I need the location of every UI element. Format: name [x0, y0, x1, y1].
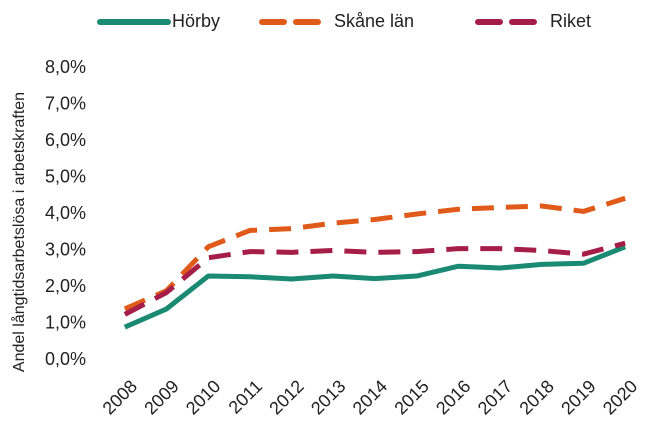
y-tick-label: 1,0%: [45, 312, 86, 332]
y-tick-label: 2,0%: [45, 276, 86, 296]
y-tick-label: 0,0%: [45, 349, 86, 369]
x-tick-label: 2009: [140, 376, 182, 418]
series-line: [123, 195, 626, 312]
y-tick-label: 6,0%: [45, 130, 86, 150]
x-tick-label: 2012: [265, 376, 307, 418]
x-tick-label: 2019: [557, 376, 599, 418]
legend-label: Riket: [550, 11, 591, 31]
y-tick-label: 4,0%: [45, 203, 86, 223]
series-line: [123, 244, 627, 330]
y-axis-label: Andel långtidsarbetslösa i arbetskraften: [10, 92, 28, 372]
x-tick-label: 2015: [390, 376, 432, 418]
x-tick-label: 2016: [432, 376, 474, 418]
x-tick-label: 2013: [307, 376, 349, 418]
x-tick-label: 2008: [99, 376, 141, 418]
y-tick-label: 5,0%: [45, 166, 86, 186]
x-tick-label: 2020: [599, 376, 641, 418]
legend-label: Hörby: [172, 11, 220, 31]
y-tick-label: 3,0%: [45, 239, 86, 259]
x-tick-label: 2017: [474, 376, 516, 418]
x-tick-label: 2011: [225, 376, 267, 418]
legend-label: Skåne län: [334, 11, 414, 31]
y-tick-label: 7,0%: [45, 93, 86, 113]
y-tick-label: 8,0%: [45, 57, 86, 77]
x-tick-label: 2018: [515, 376, 557, 418]
x-tick-label: 2010: [182, 376, 224, 418]
x-tick-label: 2014: [349, 376, 391, 418]
